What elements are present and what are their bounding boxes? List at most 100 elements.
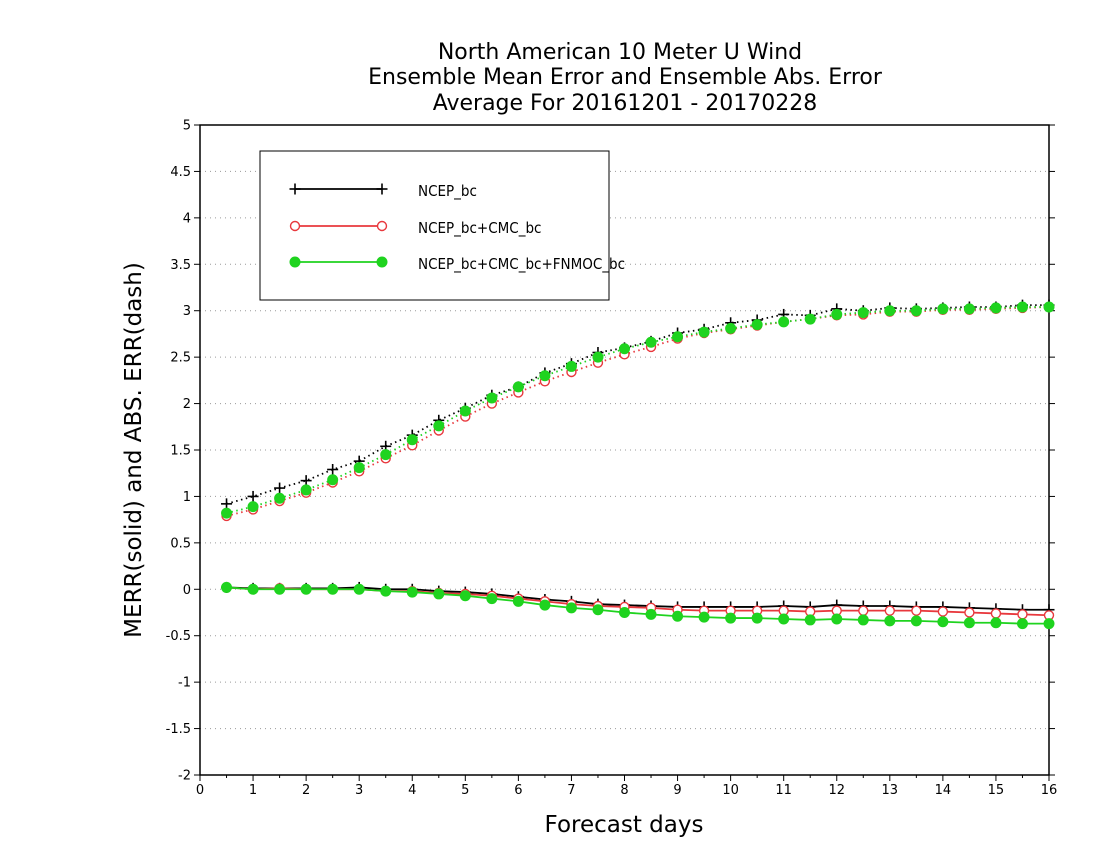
x-tick-label: 3	[355, 783, 363, 798]
point-abs-err-ncep-bc-cmc-bc-fnmoc-bc	[512, 381, 524, 393]
y-tick-label: 5	[183, 119, 191, 134]
legend-marker-ncep-bc-cmc-bc-fnmoc-bc	[289, 256, 301, 268]
legend-marker-ncep-bc-cmc-bc-fnmoc-bc	[376, 256, 388, 268]
x-tick-label: 12	[828, 783, 845, 798]
y-tick-label: 2	[183, 397, 191, 412]
point-abs-err-ncep-bc-cmc-bc-fnmoc-bc	[592, 351, 604, 363]
x-tick-label: 4	[408, 783, 416, 798]
y-tick-label: 4.5	[170, 165, 191, 180]
point-merr-ncep-bc-cmc-bc-fnmoc-bc	[486, 593, 498, 605]
point-merr-ncep-bc-cmc-bc-fnmoc-bc	[831, 613, 843, 625]
x-tick-label: 16	[1041, 783, 1058, 798]
y-tick-label: 0.5	[170, 536, 191, 551]
point-merr-ncep-bc-cmc-bc-fnmoc-bc	[619, 607, 630, 618]
point-abs-err-ncep-bc-cmc-bc-fnmoc-bc	[327, 474, 339, 486]
point-abs-err-ncep-bc-cmc-bc-fnmoc-bc	[539, 370, 551, 382]
point-abs-err-ncep-bc-cmc-bc-fnmoc-bc	[565, 360, 577, 372]
point-merr-ncep-bc-cmc-bc	[911, 605, 922, 616]
point-abs-err-ncep-bc-cmc-bc-fnmoc-bc	[380, 449, 392, 461]
y-tick-label: -0.5	[166, 629, 191, 644]
x-tick-label: 15	[988, 783, 1005, 798]
chart-title-line-1: North American 10 Meter U Wind	[438, 40, 802, 65]
legend-marker-ncep-bc-cmc-bc	[289, 220, 301, 232]
y-tick-label: -2	[178, 769, 191, 784]
y-tick-label: 0	[183, 583, 191, 598]
point-abs-err-ncep-bc-cmc-bc-fnmoc-bc	[725, 322, 737, 334]
y-tick-label: 3	[183, 304, 191, 319]
y-tick-label: -1.5	[166, 722, 191, 737]
y-tick-label: 1.5	[170, 444, 191, 459]
legend-label-ncep-bc-cmc-bc-fnmoc-bc: NCEP_bc+CMC_bc+FNMOC_bc	[418, 255, 625, 274]
legend-samples	[289, 183, 388, 268]
point-abs-err-ncep-bc-cmc-bc-fnmoc-bc	[937, 303, 949, 315]
point-abs-err-ncep-bc-cmc-bc-fnmoc-bc	[645, 336, 657, 348]
legend-marker-ncep-bc	[289, 183, 301, 195]
x-tick-label: 9	[673, 783, 681, 798]
point-merr-ncep-bc-cmc-bc-fnmoc-bc	[380, 585, 392, 597]
point-merr-ncep-bc-cmc-bc-fnmoc-bc	[910, 615, 922, 627]
y-tick-label: 2.5	[170, 351, 191, 366]
line-merr-ncep-bc-cmc-bc	[226, 586, 1050, 617]
x-tick-label: 13	[882, 783, 899, 798]
point-merr-ncep-bc-cmc-bc-fnmoc-bc	[592, 604, 604, 616]
point-merr-ncep-bc-cmc-bc-fnmoc-bc	[778, 613, 790, 625]
point-abs-err-ncep-bc-cmc-bc-fnmoc-bc	[406, 434, 418, 446]
series-ncep-bc	[221, 299, 1055, 616]
point-merr-ncep-bc-cmc-bc-fnmoc-bc	[645, 608, 657, 620]
point-merr-ncep-bc-cmc-bc	[990, 608, 1002, 619]
series-ncep-bc-cmc-bc-fnmoc-bc	[221, 301, 1055, 630]
line-abs-err-ncep-bc-cmc-bc	[226, 306, 1050, 517]
series-ncep-bc-cmc-bc	[221, 301, 1055, 621]
x-tick-label: 6	[514, 783, 522, 798]
legend: NCEP_bc NCEP_bc+CMC_bc NCEP_bc+CMC_bc+FN…	[259, 150, 625, 301]
point-abs-err-ncep-bc-cmc-bc-fnmoc-bc	[963, 303, 975, 315]
point-merr-ncep-bc-cmc-bc-fnmoc-bc	[565, 602, 577, 614]
point-merr-ncep-bc-cmc-bc	[884, 605, 896, 616]
point-merr-ncep-bc-cmc-bc	[937, 606, 949, 617]
point-merr-ncep-bc-cmc-bc-fnmoc-bc	[300, 583, 312, 595]
x-tick-label: 2	[302, 783, 310, 798]
point-merr-ncep-bc-cmc-bc-fnmoc-bc	[1043, 618, 1055, 630]
y-tick-label: 3.5	[170, 258, 191, 273]
point-abs-err-ncep-bc-cmc-bc-fnmoc-bc	[672, 331, 684, 343]
point-abs-err-ncep-bc-cmc-bc-fnmoc-bc	[778, 316, 790, 328]
point-merr-ncep-bc-cmc-bc-fnmoc-bc	[1016, 618, 1028, 630]
point-abs-err-ncep-bc-cmc-bc-fnmoc-bc	[433, 420, 445, 432]
point-abs-err-ncep-bc-cmc-bc-fnmoc-bc	[353, 462, 365, 474]
point-abs-err-ncep-bc	[327, 464, 339, 475]
point-merr-ncep-bc-cmc-bc-fnmoc-bc	[990, 617, 1002, 629]
point-merr-ncep-bc-cmc-bc	[1017, 609, 1028, 620]
y-tick-label: 1	[183, 490, 191, 505]
series-group	[221, 299, 1055, 630]
point-abs-err-ncep-bc	[300, 475, 312, 487]
point-merr-ncep-bc-cmc-bc	[858, 605, 869, 616]
point-abs-err-ncep-bc-cmc-bc-fnmoc-bc	[459, 405, 471, 417]
x-tick-label: 7	[567, 783, 575, 798]
point-merr-ncep-bc-cmc-bc-fnmoc-bc	[406, 586, 418, 598]
x-tick-label: 8	[620, 783, 628, 798]
point-merr-ncep-bc-cmc-bc-fnmoc-bc	[512, 595, 524, 607]
point-abs-err-ncep-bc-cmc-bc-fnmoc-bc	[990, 302, 1002, 314]
legend-label-ncep-bc: NCEP_bc	[418, 182, 477, 201]
x-axis-label: Forecast days	[545, 812, 704, 838]
point-merr-ncep-bc-cmc-bc-fnmoc-bc	[459, 590, 471, 602]
legend-marker-ncep-bc	[376, 183, 388, 195]
point-merr-ncep-bc-cmc-bc-fnmoc-bc	[725, 612, 737, 624]
x-tick-label: 0	[196, 783, 204, 798]
point-merr-ncep-bc-cmc-bc-fnmoc-bc	[327, 583, 339, 595]
point-abs-err-ncep-bc-cmc-bc-fnmoc-bc	[1016, 301, 1028, 313]
point-abs-err-ncep-bc	[274, 482, 286, 494]
point-abs-err-ncep-bc-cmc-bc-fnmoc-bc	[751, 319, 763, 331]
y-tick-label: -1	[178, 676, 191, 691]
point-merr-ncep-bc-cmc-bc-fnmoc-bc	[353, 583, 365, 595]
point-abs-err-ncep-bc-cmc-bc-fnmoc-bc	[486, 392, 498, 404]
point-abs-err-ncep-bc-cmc-bc-fnmoc-bc	[884, 305, 896, 317]
legend-marker-ncep-bc-cmc-bc	[376, 220, 388, 232]
point-abs-err-ncep-bc-cmc-bc-fnmoc-bc	[274, 492, 286, 504]
point-merr-ncep-bc-cmc-bc-fnmoc-bc	[221, 581, 233, 593]
x-tick-label: 10	[722, 783, 739, 798]
point-abs-err-ncep-bc-cmc-bc-fnmoc-bc	[857, 307, 869, 319]
point-abs-err-ncep-bc-cmc-bc-fnmoc-bc	[831, 308, 843, 320]
point-abs-err-ncep-bc-cmc-bc-fnmoc-bc	[910, 305, 922, 317]
